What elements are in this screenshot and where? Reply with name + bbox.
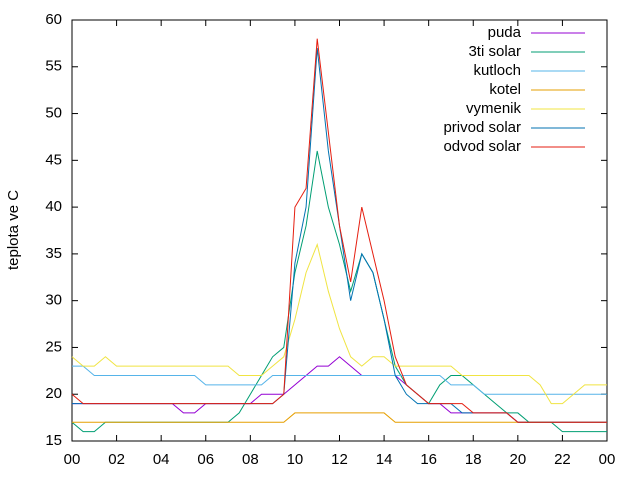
x-tick-label: 14 [376,451,393,468]
y-tick-label: 40 [45,198,62,215]
legend-label: puda [488,24,522,41]
legend-label: vymenik [466,100,522,117]
x-tick-label: 20 [509,451,526,468]
legend-label: odvod solar [443,138,521,155]
series-line [71,38,607,423]
y-tick-label: 20 [45,385,62,402]
y-axis-label: teplota ve C [5,190,22,270]
series-line [71,150,607,433]
x-tick-label: 04 [153,451,170,468]
y-tick-label: 55 [45,58,62,75]
x-tick-label: 08 [242,451,259,468]
x-tick-label: 02 [108,451,125,468]
plot-border [71,19,608,442]
y-tick-label: 50 [45,105,62,122]
x-tick-label: 22 [554,451,571,468]
x-tick-label: 16 [420,451,437,468]
x-tick-label: 06 [197,451,214,468]
y-tick-label: 15 [45,432,62,449]
x-tick-label: 00 [599,451,616,468]
x-tick-label: 10 [287,451,304,468]
legend-label: kutloch [473,62,521,79]
x-tick-label: 12 [331,451,348,468]
legend-label: kotel [489,81,521,98]
series-line [72,365,607,395]
y-tick-label: 45 [45,151,62,168]
legend-label: privod solar [443,119,521,136]
y-tick-label: 25 [45,338,62,355]
y-tick-label: 60 [45,11,62,28]
y-tick-label: 35 [45,245,62,262]
x-tick-label: 00 [64,451,81,468]
x-tick-label: 18 [465,451,482,468]
y-tick-label: 30 [45,292,62,309]
series-line [71,242,607,405]
legend-label: 3ti solar [468,43,521,60]
